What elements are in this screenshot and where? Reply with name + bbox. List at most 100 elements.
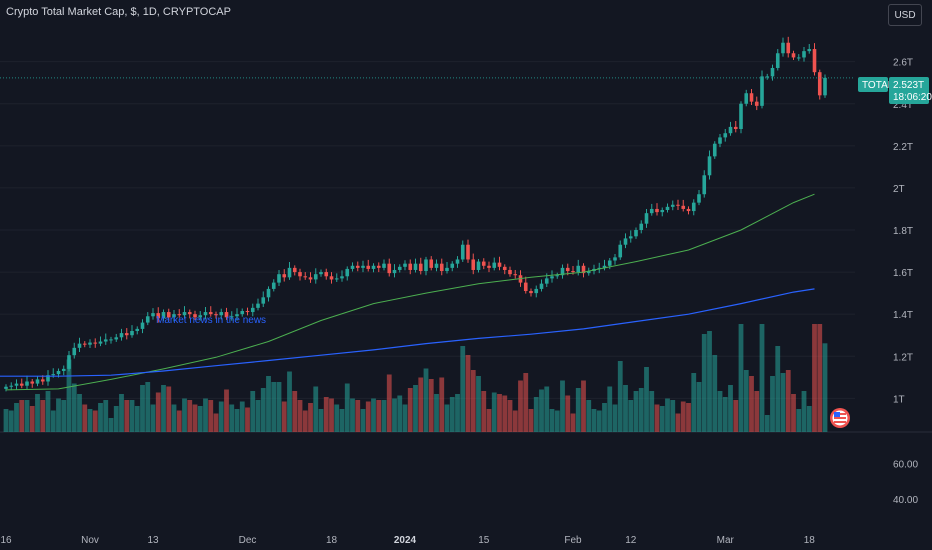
candle-body (439, 263, 444, 272)
candle-body (413, 263, 418, 270)
candle-body (523, 282, 528, 292)
volume-bar (397, 395, 403, 432)
date-tick-label: Nov (81, 535, 99, 546)
volume-bar (161, 385, 166, 432)
candle-body (733, 126, 738, 129)
candle-body (166, 312, 171, 318)
volume-bar (334, 404, 340, 432)
volume-bar (544, 386, 550, 432)
candle-body (25, 381, 29, 386)
indicator-tick-label: 40.00 (893, 495, 918, 506)
news-label[interactable]: Market news in the news (156, 315, 266, 326)
volume-bar (392, 398, 397, 432)
candle-body (193, 314, 197, 318)
candle-body (340, 276, 344, 279)
candle-body (93, 342, 98, 344)
price-tag-value: 2.523T (893, 80, 924, 91)
candle-body (361, 265, 365, 268)
volume-bar (722, 397, 728, 432)
candle-body (670, 204, 675, 207)
candle-body (576, 265, 581, 273)
volume-bar (213, 413, 219, 432)
volume-bar (444, 404, 450, 432)
candle-body (786, 42, 791, 54)
candle-body (4, 386, 8, 389)
price-tag-countdown: 18:06:20 (893, 92, 932, 103)
candle-body (775, 53, 780, 68)
volume-bar (208, 400, 214, 432)
volume-bar (759, 324, 765, 432)
volume-bar (554, 410, 560, 432)
volume-bar (528, 409, 534, 432)
volume-bar (717, 391, 723, 432)
volume-bar (591, 409, 597, 432)
volume-bar (460, 346, 466, 432)
volume-bar (654, 404, 660, 432)
candle-body (466, 244, 470, 260)
volume-bar (434, 394, 439, 432)
candle-body (476, 261, 481, 270)
volume-bar (166, 386, 172, 432)
candle-body (697, 194, 701, 203)
candle-body (145, 316, 150, 323)
candle-body (408, 263, 413, 270)
candle-body (791, 53, 796, 58)
price-tick-label: 2.6T (893, 58, 913, 69)
volume-bar (575, 388, 581, 432)
volume-bar (56, 398, 61, 432)
volume-bar (124, 400, 130, 432)
candle-body (366, 265, 371, 269)
flag-icon[interactable] (830, 408, 850, 428)
price-tick-label: 1.2T (893, 352, 913, 363)
candle-body (88, 342, 92, 345)
volume-bar (686, 403, 691, 432)
price-tag-symbol-bg (858, 77, 888, 92)
volume-bar (234, 409, 240, 432)
candle-body (35, 379, 40, 384)
volume-bar (281, 401, 287, 432)
candle-body (502, 266, 507, 270)
volume-bar (780, 373, 786, 432)
volume-bar (260, 388, 266, 432)
candle-body (82, 343, 87, 345)
volume-bar (323, 397, 329, 432)
volume-bar (649, 391, 655, 432)
date-tick-label: 18 (326, 535, 338, 546)
volume-bar (470, 370, 476, 432)
volume-bar (108, 418, 114, 432)
candle-body (40, 379, 45, 382)
volume-bar (764, 415, 770, 432)
date-tick-label: 18 (804, 535, 816, 546)
moving-average-slow-line (0, 288, 815, 377)
volume-bar (103, 400, 109, 432)
candle-body (355, 265, 360, 268)
candle-body (660, 210, 665, 213)
candle-body (712, 143, 717, 157)
volume-bar (407, 388, 413, 432)
candle-body (19, 383, 24, 386)
candle-body (744, 93, 749, 104)
date-tick-label: 13 (147, 535, 159, 546)
volume-bar (113, 406, 119, 432)
volume-bar (749, 376, 754, 432)
volume-bar (250, 391, 256, 432)
candle-body (371, 265, 376, 269)
candle-body (817, 72, 822, 96)
volume-bar (71, 383, 77, 432)
candle-body (345, 268, 350, 277)
candle-body (287, 267, 292, 278)
candle-body (250, 307, 255, 313)
candle-body (219, 312, 224, 316)
volume-bar (61, 400, 67, 432)
price-tag: TOTAL 2.523T 18:06:20 (858, 77, 932, 104)
candle-body (460, 244, 465, 260)
candle-body (508, 269, 512, 275)
volume-bar (712, 355, 718, 432)
candle-body (350, 265, 355, 269)
candle-body (282, 274, 287, 278)
currency-button[interactable]: USD (888, 4, 922, 26)
candle-body (51, 374, 56, 376)
candle-body (156, 313, 161, 319)
candle-body (140, 322, 145, 329)
